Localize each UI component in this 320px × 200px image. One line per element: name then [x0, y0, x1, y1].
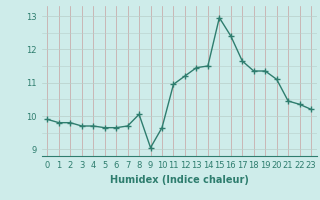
X-axis label: Humidex (Indice chaleur): Humidex (Indice chaleur): [110, 175, 249, 185]
